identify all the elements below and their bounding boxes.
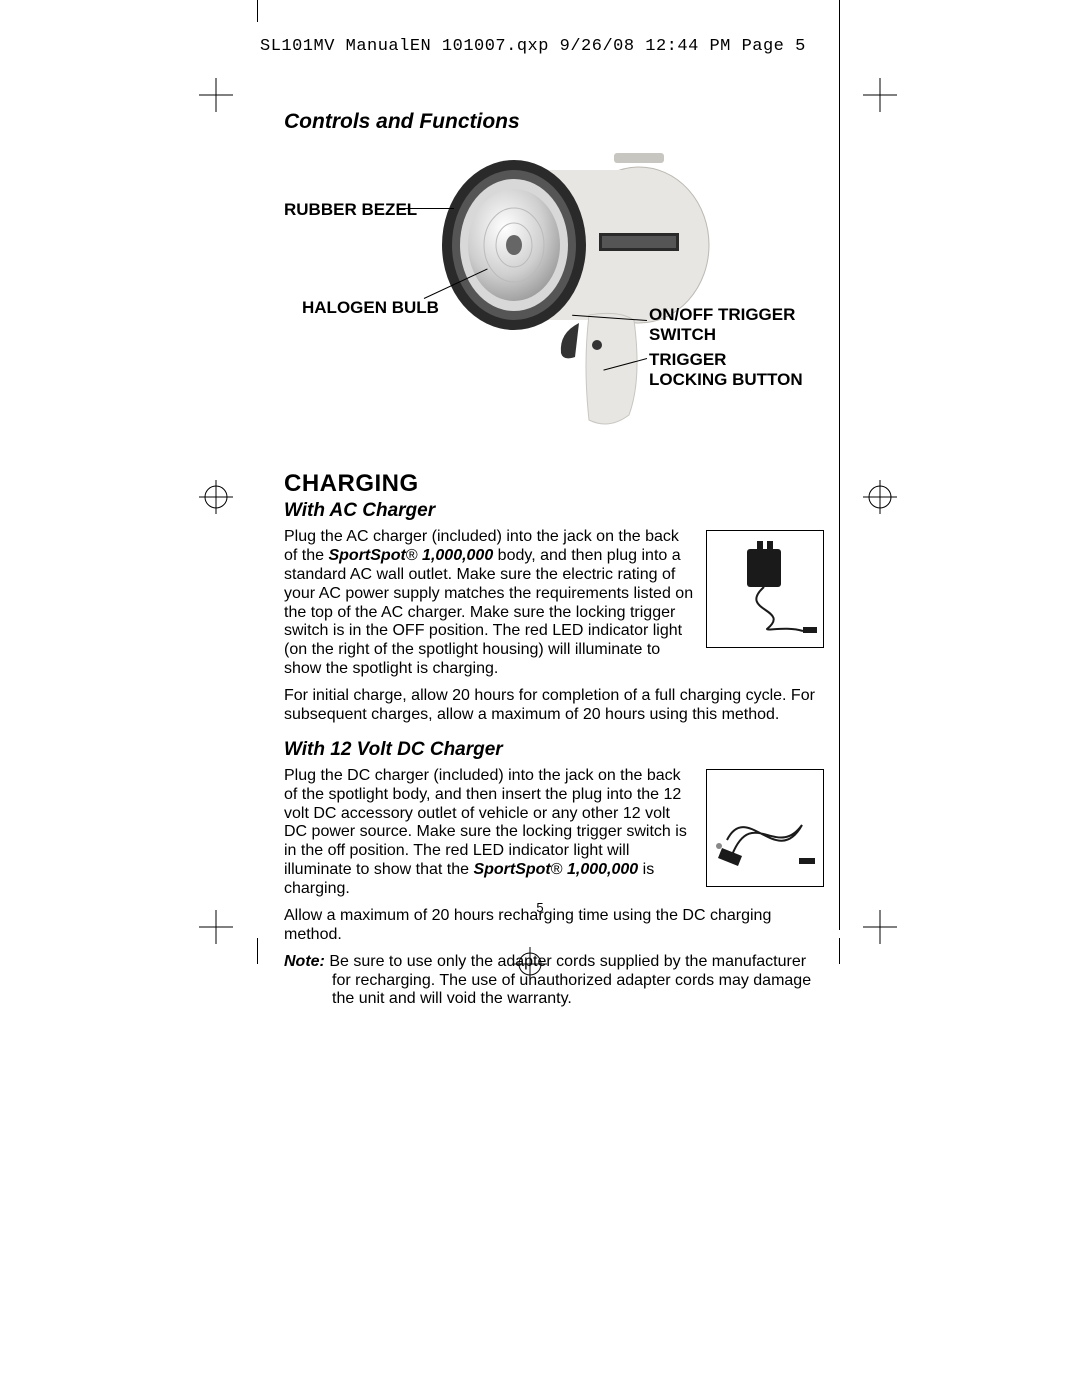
product-number: 1,000,000 <box>567 861 638 878</box>
product-number: 1,000,000 <box>422 547 493 564</box>
note-text: Be sure to use only the adapter cords su… <box>325 953 811 1008</box>
spotlight-diagram: RUBBER BEZEL HALOGEN BULB ON/OFF TRIGGER… <box>284 140 824 470</box>
registration-mark <box>863 78 897 112</box>
note-label: Note: <box>284 953 325 970</box>
ac-charger-figure <box>706 530 824 648</box>
registration-mark <box>863 910 897 944</box>
crop-mark <box>257 938 258 964</box>
note-paragraph: Note: Be sure to use only the adapter co… <box>284 953 824 1010</box>
registration-mark <box>199 480 233 514</box>
registration-mark <box>199 910 233 944</box>
ac-charger-block: Plug the AC charger (included) into the … <box>284 528 824 733</box>
crop-mark <box>839 938 840 964</box>
page: SL101MV ManualEN 101007.qxp 9/26/08 12:4… <box>0 0 1080 1397</box>
reg-mark-text: ® <box>406 547 422 564</box>
prepress-header: SL101MV ManualEN 101007.qxp 9/26/08 12:4… <box>260 37 806 56</box>
registration-mark <box>199 78 233 112</box>
label-trigger-switch: ON/OFF TRIGGER SWITCH <box>649 305 799 344</box>
heading-ac-charger: With AC Charger <box>284 500 824 522</box>
leader-line <box>399 208 454 209</box>
content-area: Controls and Functions <box>284 110 824 1017</box>
reg-mark-text: ® <box>551 861 567 878</box>
product-name: SportSpot <box>473 861 550 878</box>
page-edge <box>839 20 840 930</box>
spotlight-illustration <box>439 145 749 445</box>
dc-charger-figure <box>706 769 824 887</box>
page-number: 5 <box>0 900 1080 915</box>
text: body, and then plug into a standard AC w… <box>284 547 693 677</box>
label-halogen-bulb: HALOGEN BULB <box>302 298 439 318</box>
heading-dc-charger: With 12 Volt DC Charger <box>284 739 824 761</box>
ac-paragraph-2: For initial charge, allow 20 hours for c… <box>284 687 824 725</box>
registration-mark <box>863 480 897 514</box>
crop-mark <box>839 0 840 22</box>
section-title-charging: CHARGING <box>284 470 824 498</box>
label-locking-button: TRIGGER LOCKING BUTTON <box>649 350 809 389</box>
dc-charger-block: Plug the DC charger (included) into the … <box>284 767 824 1018</box>
section-title-controls: Controls and Functions <box>284 110 824 134</box>
product-name: SportSpot <box>328 547 405 564</box>
crop-mark <box>257 0 258 22</box>
label-rubber-bezel: RUBBER BEZEL <box>284 200 417 220</box>
